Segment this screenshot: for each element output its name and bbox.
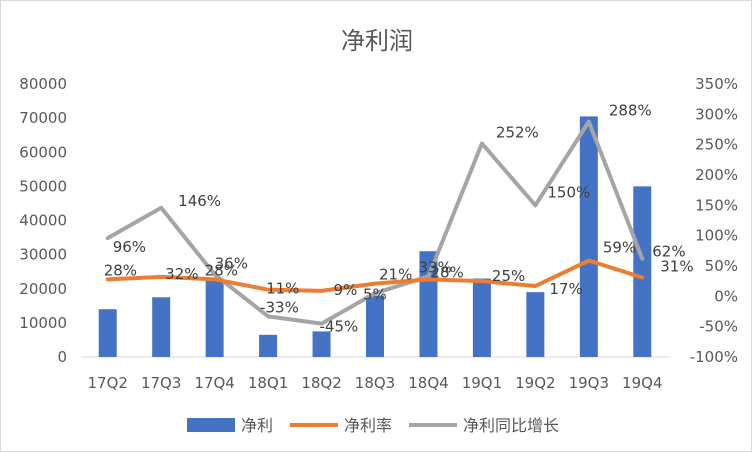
right-tick-label: -50% — [699, 318, 738, 336]
x-tick-label: 18Q2 — [301, 374, 341, 392]
left-tick-label: 0 — [57, 348, 67, 366]
right-tick-label: 0% — [714, 287, 738, 305]
data-labels: 96% 146% 36% -33% -45%5% 33% 252% 150% 288% 62% 28… — [104, 102, 694, 336]
bar-18Q3 — [366, 295, 384, 357]
bar-17Q3 — [152, 297, 171, 357]
chart-title: 净利润 — [341, 27, 413, 55]
x-tick-label: 19Q2 — [515, 374, 555, 392]
right-tick-label: 50% — [705, 257, 738, 275]
margin-label: 21% — [379, 266, 412, 284]
right-tick-label: 150% — [695, 196, 738, 214]
growth-label: 96% — [113, 238, 146, 256]
margin-label: 28% — [104, 261, 137, 279]
margin-label: 11% — [266, 280, 299, 298]
right-tick-label: -100% — [690, 348, 738, 366]
x-tick-label: 19Q4 — [622, 374, 662, 392]
left-tick-label: 70000 — [19, 109, 67, 127]
margin-label: 59% — [603, 239, 636, 257]
x-tick-label: 17Q4 — [194, 374, 234, 392]
left-tick-label: 30000 — [19, 246, 67, 264]
x-tick-label: 17Q2 — [88, 374, 128, 392]
margin-label: 28% — [205, 261, 238, 279]
growth-label: 252% — [496, 123, 539, 141]
x-axis: 17Q2 17Q3 17Q4 18Q1 18Q2 18Q3 18Q4 19Q1 19Q2 19Q3… — [88, 374, 663, 392]
right-tick-label: 100% — [695, 227, 738, 245]
bar-19Q4 — [633, 186, 652, 357]
x-tick-label: 18Q1 — [248, 374, 288, 392]
margin-label: 32% — [165, 265, 198, 283]
right-tick-label: 200% — [695, 166, 738, 184]
right-tick-label: 350% — [695, 75, 738, 93]
margin-line — [105, 258, 645, 293]
left-tick-label: 80000 — [19, 75, 67, 93]
margin-label: 28% — [430, 263, 463, 281]
bar-18Q1 — [259, 334, 278, 357]
bar-17Q4 — [205, 280, 224, 357]
growth-label: 36% — [215, 254, 248, 272]
x-tick-label: 18Q3 — [355, 374, 395, 392]
right-tick-label: 300% — [695, 105, 738, 123]
bar-19Q1 — [472, 278, 491, 357]
bar-series — [98, 116, 652, 357]
right-tick-label: 250% — [695, 136, 738, 154]
bar-17Q2 — [98, 309, 117, 357]
growth-label: 33% — [418, 258, 451, 276]
legend: 净利 净利率 净利同比增长 — [187, 416, 559, 435]
left-tick-label: 60000 — [19, 143, 67, 161]
growth-label: 288% — [609, 102, 652, 120]
left-tick-label: 40000 — [19, 212, 67, 230]
growth-label: 146% — [178, 192, 221, 210]
legend-label: 净利率 — [344, 416, 392, 435]
growth-label: -45% — [320, 318, 359, 336]
growth-line — [105, 119, 645, 326]
left-axis: 0 10000 20000 30000 40000 50000 60000 70000 8000… — [19, 75, 67, 366]
line-series — [105, 119, 645, 326]
margin-label: 25% — [492, 267, 525, 285]
margin-label: 9% — [334, 281, 358, 299]
x-tick-label: 17Q3 — [141, 374, 181, 392]
growth-label: 150% — [547, 183, 590, 201]
margin-label: 31% — [660, 258, 693, 276]
margin-label: 17% — [549, 280, 582, 298]
bar-18Q2 — [312, 331, 331, 357]
growth-label: 62% — [652, 243, 685, 261]
legend-label: 净利同比增长 — [463, 416, 559, 435]
growth-label: 5% — [363, 285, 387, 303]
x-tick-label: 19Q3 — [569, 374, 609, 392]
right-axis: -100% -50% 0% 50% 100% 150% 200% 250% 300% 350% — [690, 75, 738, 366]
left-tick-label: 20000 — [19, 280, 67, 298]
legend-swatch — [187, 418, 235, 432]
left-tick-label: 10000 — [19, 314, 67, 332]
x-tick-label: 19Q1 — [462, 374, 502, 392]
bar-19Q2 — [526, 292, 545, 357]
left-tick-label: 50000 — [19, 177, 67, 195]
growth-label: -33% — [260, 298, 299, 316]
x-tick-label: 18Q4 — [408, 374, 448, 392]
bar-19Q3 — [579, 116, 598, 357]
legend-label: 净利 — [241, 416, 273, 435]
